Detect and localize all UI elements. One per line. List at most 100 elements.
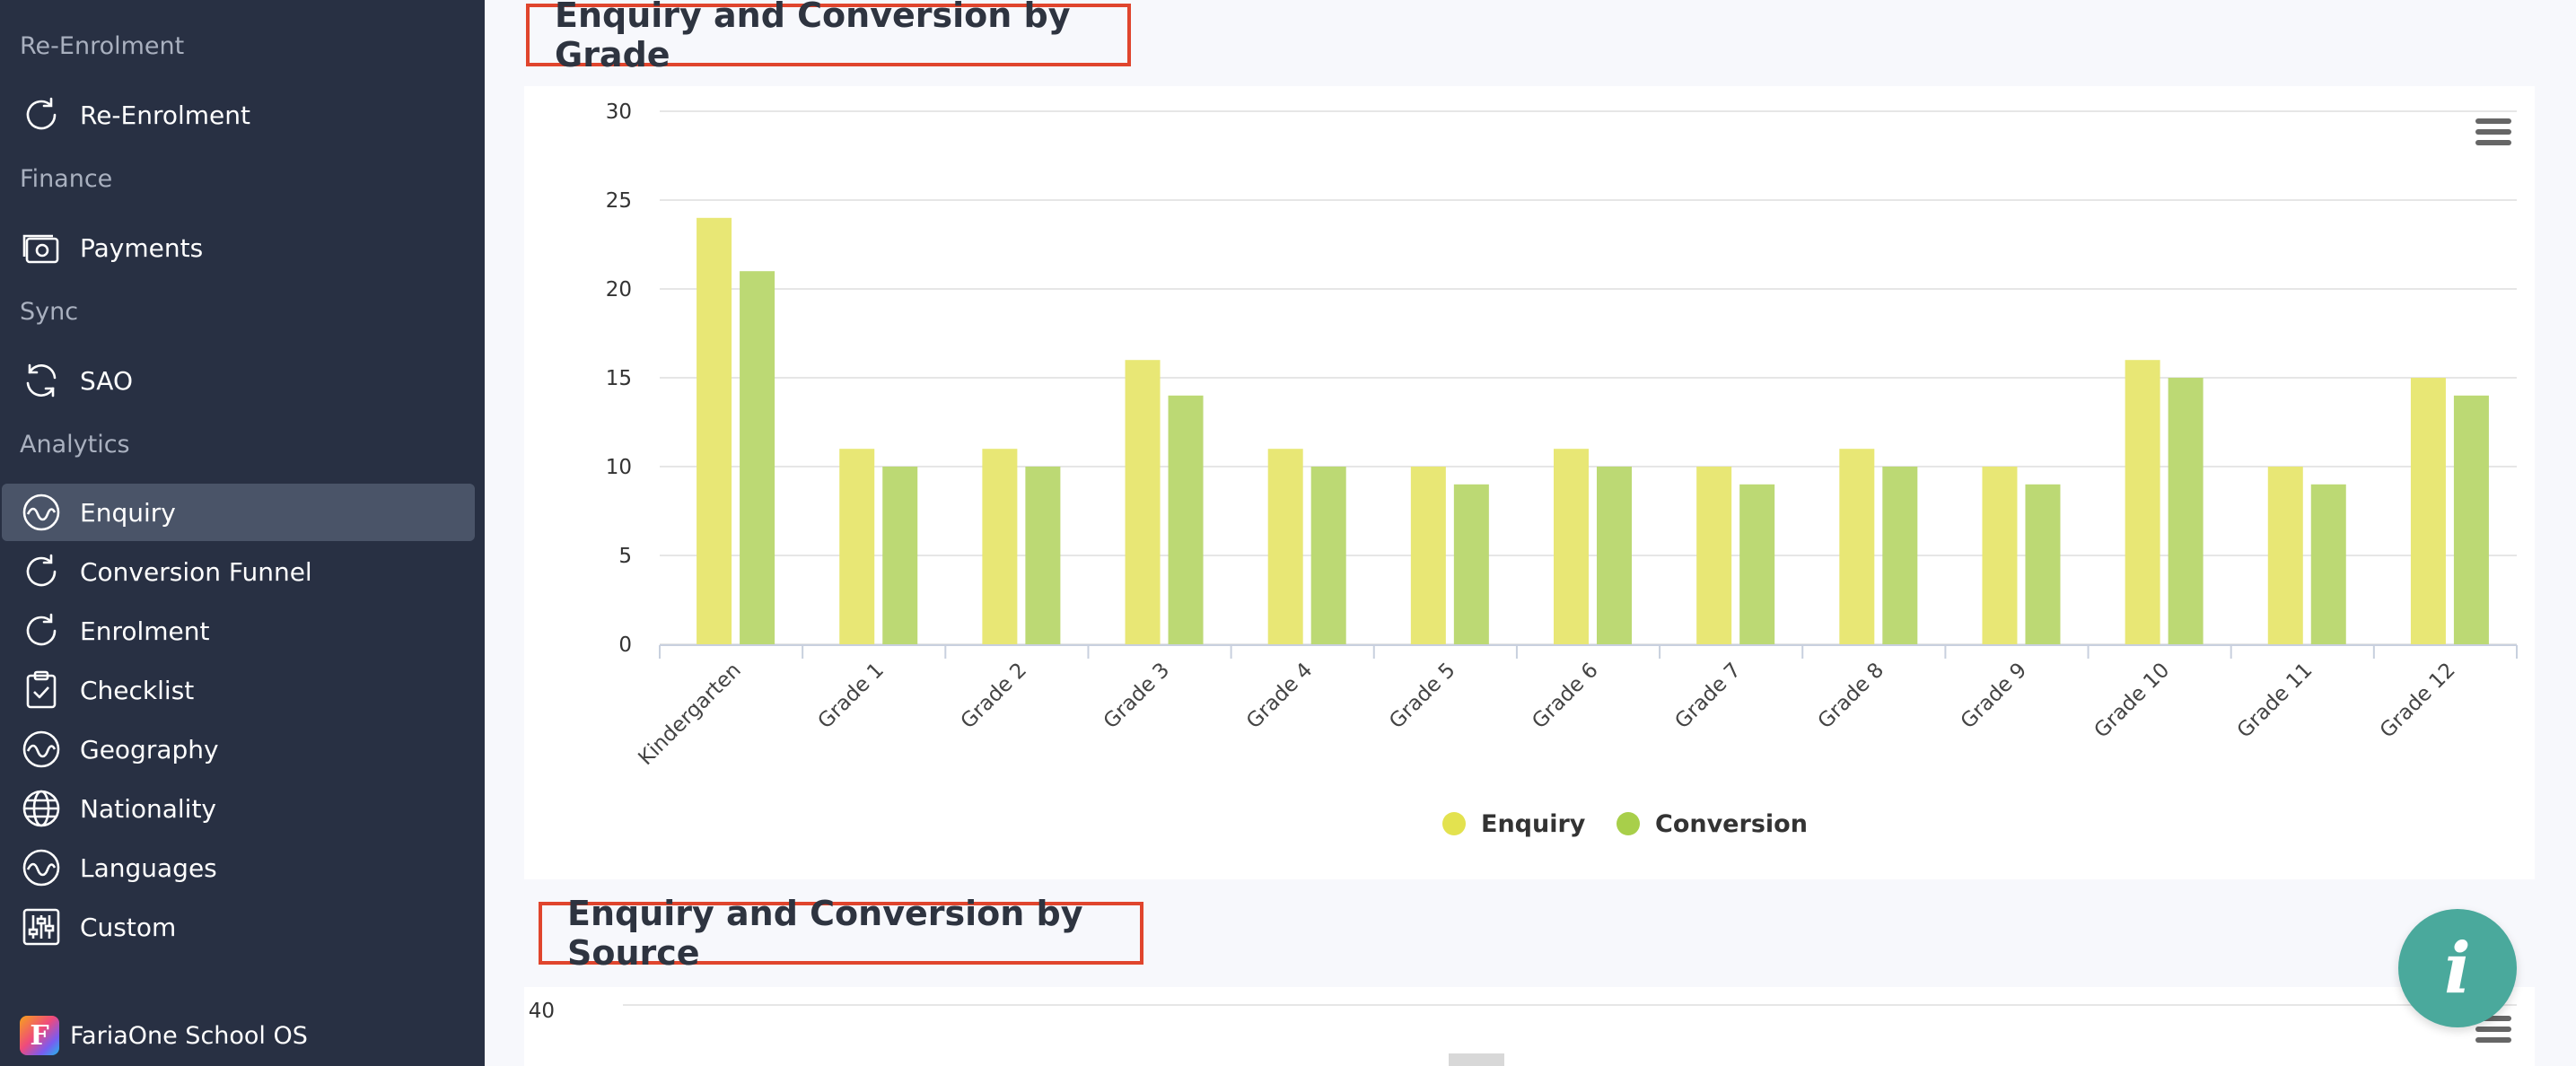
payments-icon	[20, 226, 63, 269]
x-tick-label: Kindergarten	[635, 659, 746, 770]
x-tick-label: Grade 1	[813, 659, 888, 733]
globe-icon	[20, 787, 63, 830]
checklist-icon	[20, 668, 63, 712]
brand-label: FariaOne School OS	[70, 1021, 308, 1050]
sidebar-item-checklist[interactable]: Checklist	[2, 661, 475, 719]
sidebar-item-label: Languages	[80, 852, 217, 883]
x-tick-label: Grade 7	[1670, 659, 1745, 733]
bar-enquiry	[2410, 378, 2446, 644]
brand[interactable]: F FariaOne School OS	[20, 1014, 308, 1057]
bar-conversion	[1453, 484, 1489, 644]
faria-logo-icon: F	[20, 1016, 59, 1055]
refresh-icon	[20, 93, 63, 136]
x-tick-label: Grade 4	[1242, 659, 1317, 733]
wave-icon	[20, 491, 63, 534]
sidebar-item-enrolment[interactable]: Enrolment	[2, 602, 475, 660]
bar-conversion	[2310, 484, 2346, 644]
info-button[interactable]: i	[2398, 909, 2517, 1027]
x-tick-label: Grade 3	[1100, 659, 1174, 733]
section-label-re-enrolment: Re-Enrolment	[20, 32, 185, 60]
x-tick-label: Grade 10	[2090, 659, 2175, 743]
bar-conversion	[2025, 484, 2061, 644]
sidebar-item-sao[interactable]: SAO	[2, 352, 475, 409]
sidebar-item-label: Enrolment	[80, 616, 210, 646]
bar-conversion	[1597, 467, 1632, 644]
sidebar-item-custom[interactable]: Custom	[2, 898, 475, 956]
bar-enquiry	[2125, 360, 2160, 644]
bar-enquiry	[1839, 449, 1875, 644]
sidebar-item-label: Enquiry	[80, 497, 176, 528]
section-label-analytics: Analytics	[20, 431, 130, 459]
grade-bar-chart: 0 5 10 15 20 25 30 Kindergarten Grade 1 Grade 2 Gr…	[606, 100, 2518, 838]
y-tick-label: 25	[606, 189, 632, 213]
sidebar-item-payments[interactable]: Payments	[2, 219, 475, 276]
sidebar-item-label: Re-Enrolment	[80, 100, 250, 130]
sidebar-item-re-enrolment[interactable]: Re-Enrolment	[2, 86, 475, 144]
bar-enquiry	[982, 449, 1018, 644]
legend-marker-enquiry	[1442, 812, 1466, 835]
source-bar-chart: 40	[529, 1000, 2517, 1066]
sidebar-item-label: Geography	[80, 734, 219, 765]
sidebar-item-geography[interactable]: Geography	[2, 721, 475, 778]
sidebar-item-label: Custom	[80, 912, 177, 942]
sidebar: Re-Enrolment Re-Enrolment Finance Paymen…	[0, 0, 485, 1066]
x-tick-label: Grade 12	[2376, 659, 2460, 743]
x-tick-label: Grade 5	[1385, 659, 1459, 733]
bar-enquiry	[1125, 360, 1161, 644]
wave-icon	[20, 728, 63, 771]
sidebar-item-label: SAO	[80, 365, 133, 396]
sidebar-item-label: Conversion Funnel	[80, 556, 312, 587]
bar-conversion	[882, 467, 918, 644]
bar-conversion	[740, 271, 775, 644]
y-tick-label: 40	[529, 1000, 555, 1023]
sidebar-item-nationality[interactable]: Nationality	[2, 780, 475, 837]
bar-enquiry	[1410, 467, 1446, 644]
bar-enquiry	[1554, 449, 1589, 644]
y-tick-label: 15	[606, 367, 632, 390]
refresh-icon	[20, 609, 63, 652]
section-label-sync: Sync	[20, 298, 79, 326]
sliders-icon	[20, 905, 63, 948]
wave-icon	[20, 846, 63, 889]
sidebar-item-enquiry[interactable]: Enquiry	[2, 484, 475, 541]
chart-menu-icon[interactable]	[2475, 118, 2511, 149]
y-tick-label: 20	[606, 278, 632, 301]
sidebar-item-conversion-funnel[interactable]: Conversion Funnel	[2, 543, 475, 600]
y-tick-label: 10	[606, 456, 632, 479]
y-tick-label: 0	[618, 633, 632, 657]
bar-enquiry	[839, 449, 875, 644]
section-label-finance: Finance	[20, 165, 113, 193]
bar-conversion	[1025, 467, 1061, 644]
source-chart-menu-icon[interactable]	[2475, 1016, 2511, 1046]
y-tick-label: 5	[618, 545, 632, 568]
main-content: Enquiry and Conversion by Grade 0 5 10 15 20…	[485, 0, 2576, 1066]
x-tick-label: Grade 11	[2233, 659, 2318, 743]
grade-chart-title: Enquiry and Conversion by Grade	[526, 0, 1131, 74]
refresh-icon	[20, 550, 63, 593]
x-tick-label: Grade 9	[1957, 659, 2031, 733]
bar-conversion	[1882, 467, 1918, 644]
bar-enquiry	[1696, 467, 1732, 644]
x-tick-label: Grade 8	[1814, 659, 1888, 733]
sidebar-item-label: Checklist	[80, 675, 195, 705]
bar-conversion	[2453, 395, 2489, 644]
sync-icon	[20, 359, 63, 402]
bar-conversion	[1310, 467, 1346, 644]
bar-conversion	[1168, 395, 1204, 644]
x-tick-label: Grade 2	[957, 659, 1031, 733]
bar-enquiry	[1267, 449, 1303, 644]
sidebar-item-languages[interactable]: Languages	[2, 839, 475, 896]
x-tick-label: Grade 6	[1528, 659, 1602, 733]
sidebar-item-label: Payments	[80, 232, 204, 263]
bar-enquiry	[2267, 467, 2303, 644]
y-tick-label: 30	[606, 100, 632, 124]
bar-enquiry	[1982, 467, 2018, 644]
legend-label-enquiry: Enquiry	[1481, 810, 1586, 838]
sidebar-item-label: Nationality	[80, 793, 217, 824]
source-chart-title: Enquiry and Conversion by Source	[539, 894, 1143, 973]
legend-label-conversion: Conversion	[1655, 810, 1808, 838]
bar-enquiry	[697, 217, 732, 645]
bar-conversion	[2168, 378, 2204, 644]
bar-conversion	[1739, 484, 1775, 644]
legend-marker-conversion	[1617, 812, 1640, 835]
